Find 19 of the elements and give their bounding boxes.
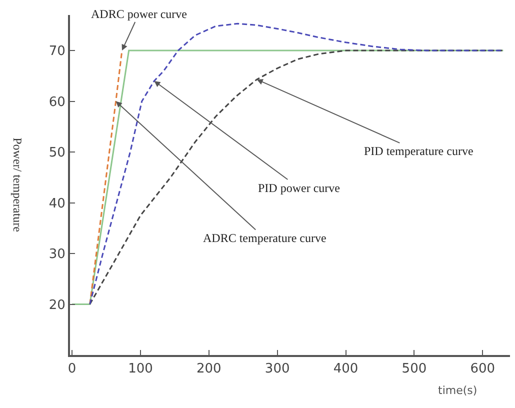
y-tick-label: 30 (48, 247, 66, 262)
x-tick-label: 300 (264, 362, 290, 377)
x-tick-label: 600 (470, 362, 496, 377)
y-tick-label: 60 (48, 94, 66, 110)
annotation: PID temperature curve (364, 144, 474, 158)
annotation: PID power curve (258, 181, 340, 195)
y-axis-title: Power/ temperature (10, 138, 24, 232)
y-tick-label: 50 (48, 146, 66, 161)
annotation: ADRC power curve (91, 7, 187, 21)
annotation: ADRC temperature curve (203, 231, 326, 245)
y-tick-label: 70 (48, 44, 66, 60)
x-tick-label: 100 (128, 362, 153, 377)
x-tick-label: 0 (68, 362, 76, 377)
x-tick-label: 200 (196, 362, 222, 377)
x-axis-title: time(s) (438, 384, 478, 397)
x-tick-label: 500 (402, 362, 427, 377)
y-tick-label: 20 (48, 298, 66, 313)
x-tick-label: 400 (333, 362, 358, 377)
y-tick-label: 40 (48, 196, 66, 212)
